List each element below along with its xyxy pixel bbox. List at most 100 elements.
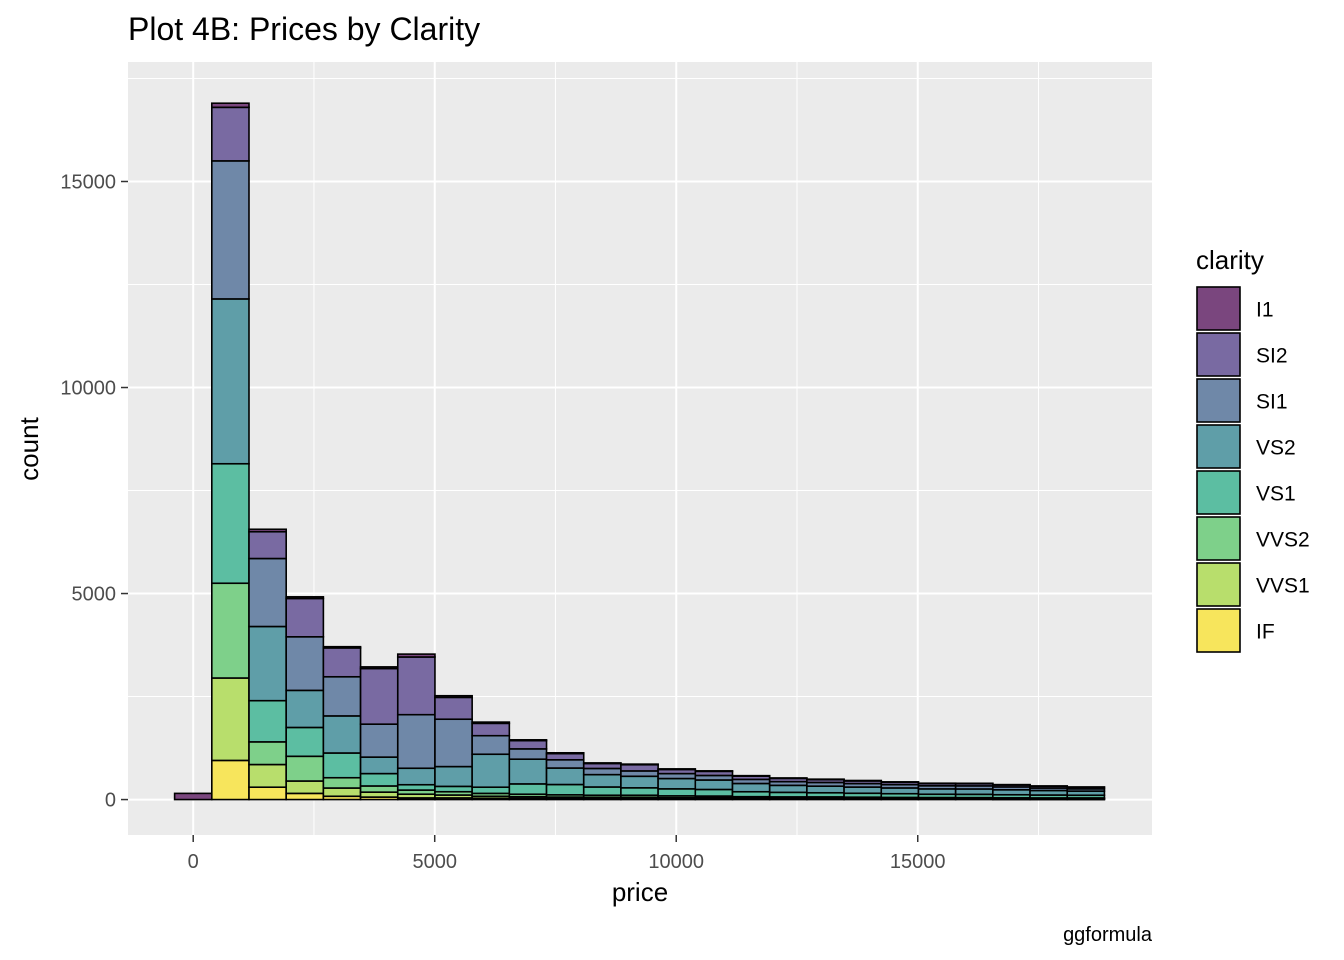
- legend-label-si2: SI2: [1256, 345, 1288, 368]
- legend-label-vs1: VS1: [1256, 483, 1296, 506]
- bar-segment-i1-5: [359, 666, 399, 670]
- bar-segment-vs2-8: [471, 753, 511, 789]
- legend-key-if: [1196, 608, 1241, 653]
- y-axis-title: count: [14, 416, 44, 480]
- bar-segment-si2-2: [248, 530, 287, 560]
- bar-segment-vs2-3: [285, 689, 325, 729]
- bar-segment-vs1-13: [657, 788, 697, 797]
- bar-segment-vs2-13: [657, 777, 697, 790]
- bar-segment-si1-12: [620, 770, 659, 778]
- legend-key-vs1: [1196, 470, 1241, 515]
- bar-segment-vvs2-2: [248, 741, 287, 766]
- bar-segment-si2-4: [322, 647, 362, 678]
- bar-segment-si1-10: [545, 759, 585, 769]
- bar-segment-i1-0: [173, 792, 213, 801]
- bar-segment-vs1-14: [694, 788, 734, 797]
- bar-segment-vvs2-3: [285, 755, 325, 782]
- bar-segment-vvs2-1: [211, 582, 250, 679]
- bar-segment-vvs2-4: [322, 776, 362, 789]
- y-tick-label: 0: [105, 790, 116, 812]
- legend-key-i1: [1196, 286, 1241, 331]
- legend-label-if: IF: [1256, 621, 1275, 644]
- bar-segment-i1-17: [806, 778, 845, 781]
- bar-segment-i1-8: [471, 721, 511, 725]
- bar-segment-vs2-12: [620, 775, 659, 789]
- bar-segment-si1-9: [508, 748, 548, 760]
- bar-segment-si1-1: [211, 160, 250, 300]
- bar-segment-vs2-15: [731, 782, 771, 793]
- legend-key-vvs1: [1196, 562, 1241, 607]
- y-tick-label: 10000: [60, 378, 116, 400]
- bar-segment-vs2-6: [396, 767, 436, 786]
- bar-segment-i1-23: [1029, 785, 1069, 788]
- legend: I1 SI2 SI1 VS2 VS1 VVS2 VVS1 IF: [1196, 286, 1310, 653]
- caption: ggformula: [1063, 924, 1153, 946]
- bar-segment-vs1-2: [248, 699, 287, 743]
- bar-segment-i1-7: [434, 694, 473, 699]
- bar-segment-i1-6: [396, 653, 436, 658]
- bar-segment-vs2-11: [582, 773, 622, 788]
- bar-segment-si1-5: [359, 723, 399, 758]
- bar-segment-vs1-4: [322, 752, 362, 779]
- bar-segment-vs1-9: [508, 783, 548, 796]
- bar-segment-vs2-9: [508, 758, 548, 785]
- bar-segment-i1-21: [954, 782, 994, 785]
- x-tick-label: 10000: [648, 851, 704, 873]
- y-tick-label: 15000: [60, 171, 116, 193]
- bar-segment-si1-11: [582, 767, 622, 776]
- bar-segment-vs2-21: [954, 788, 994, 796]
- bar-segment-vs2-7: [434, 765, 473, 788]
- bar-segment-si1-7: [434, 718, 473, 768]
- bar-segment-vs1-7: [434, 785, 473, 793]
- bar-segment-si1-4: [322, 675, 362, 717]
- bar-segment-i1-18: [843, 779, 883, 782]
- bar-segment-i1-4: [322, 645, 362, 649]
- x-tick-label: 5000: [412, 851, 457, 873]
- y-axis: 0 5000 10000 15000: [60, 171, 128, 812]
- bar-segment-vs2-18: [843, 786, 883, 795]
- bar-segment-si2-6: [396, 656, 436, 716]
- y-tick-label: 5000: [72, 584, 117, 606]
- bar-segment-si1-2: [248, 557, 287, 628]
- bar-segment-si2-5: [359, 667, 399, 725]
- bar-segment-vvs1-1: [211, 677, 250, 762]
- bar-segment-if-1: [211, 759, 250, 801]
- bar-segment-vs2-4: [322, 715, 362, 754]
- legend-label-vs2: VS2: [1256, 437, 1296, 460]
- bar-segment-si2-8: [471, 722, 511, 737]
- bar-segment-vs2-1: [211, 298, 250, 465]
- bar-segment-si2-9: [508, 739, 548, 750]
- bar-segment-vs1-8: [471, 786, 511, 795]
- bar-segment-vs2-14: [694, 779, 734, 791]
- bar-segment-vs1-5: [359, 772, 399, 787]
- bar-segment-vs2-19: [880, 787, 920, 795]
- bar-segment-if-3: [285, 792, 325, 801]
- bar-segment-i1-13: [657, 768, 697, 771]
- bar-segment-vs1-3: [285, 726, 325, 758]
- bar-segment-si2-12: [620, 763, 659, 772]
- legend-label-vvs2: VVS2: [1256, 529, 1310, 552]
- bar-segment-si2-10: [545, 752, 585, 761]
- bar-segment-vs1-6: [396, 783, 436, 791]
- bar-segment-i1-2: [248, 528, 287, 533]
- x-axis-title: price: [612, 877, 668, 907]
- legend-key-vs2: [1196, 424, 1241, 469]
- bar-segment-vvs2-5: [359, 785, 399, 793]
- legend-key-vvs2: [1196, 516, 1241, 561]
- bar-segment-si2-3: [285, 597, 325, 638]
- legend-key-si2: [1196, 332, 1241, 377]
- bar-segment-si1-3: [285, 636, 325, 692]
- bar-segment-vs1-1: [211, 462, 250, 585]
- x-tick-label: 0: [188, 851, 199, 873]
- bar-segment-i1-12: [620, 763, 659, 766]
- minor-gridlines: [128, 62, 1152, 835]
- bar-segment-i1-14: [694, 770, 734, 773]
- bar-segment-vs2-2: [248, 625, 287, 702]
- bar-segment-si1-6: [396, 713, 436, 770]
- bar-segment-i1-9: [508, 739, 548, 742]
- legend-label-si1: SI1: [1256, 391, 1288, 414]
- bar-segment-vs2-20: [917, 788, 957, 796]
- bar-segment-vvs1-4: [322, 787, 362, 798]
- bar-segment-vs1-10: [545, 783, 585, 796]
